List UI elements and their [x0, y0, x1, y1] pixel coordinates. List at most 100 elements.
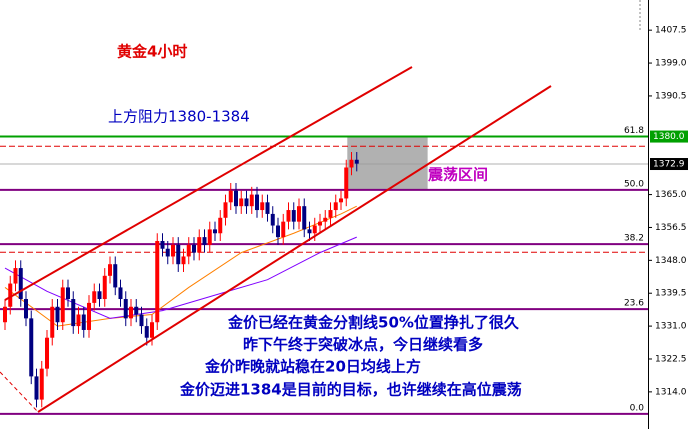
- candle-body: [197, 237, 202, 253]
- candle-body: [24, 299, 28, 319]
- fib-label: 61.8: [624, 126, 644, 136]
- y-tick-label: 1339.5: [655, 289, 687, 299]
- range-box: [347, 136, 428, 190]
- candle-body: [228, 190, 233, 203]
- candle-body: [155, 240, 160, 323]
- candle-body: [71, 299, 76, 327]
- annotation: 金价昨晚就站稳在20日均线上方: [204, 358, 421, 376]
- candle-body: [186, 244, 191, 257]
- candle-body: [255, 194, 259, 211]
- candle-body: [76, 314, 81, 327]
- candle-body: [108, 264, 112, 276]
- candle-body: [102, 275, 107, 300]
- candle-body: [307, 229, 312, 234]
- candle-body: [29, 318, 34, 377]
- candle-body: [270, 213, 275, 226]
- candle-body: [265, 202, 270, 214]
- candle-body: [234, 190, 238, 207]
- candle-body: [286, 210, 291, 222]
- candle-body: [92, 291, 97, 303]
- candle-body: [244, 198, 249, 207]
- candle-body: [276, 225, 280, 238]
- price-tag: [650, 130, 688, 143]
- candle-body: [339, 198, 343, 203]
- annotation: 震荡区间: [428, 166, 488, 184]
- candle-body: [249, 194, 254, 207]
- candle-body: [87, 302, 91, 330]
- fib-label: 23.6: [624, 299, 644, 309]
- annotation: 金价已经在黄金分割线50%位置挣扎了很久: [227, 314, 520, 332]
- channel-lower: [37, 85, 552, 413]
- y-tick-label: 1399.0: [655, 59, 687, 69]
- annotation: 上方阻力1380-1384: [108, 108, 250, 126]
- candle-body: [165, 248, 170, 257]
- candle-body: [150, 322, 154, 338]
- candle-body: [113, 264, 118, 288]
- price-tag: [650, 158, 688, 171]
- candle-body: [192, 244, 196, 253]
- candle-body: [213, 229, 217, 234]
- chart-title: 黄金4小时: [117, 43, 187, 61]
- candle-body: [318, 221, 322, 226]
- fib-label: 38.2: [624, 234, 644, 244]
- candle-body: [176, 244, 181, 265]
- candle-body: [260, 202, 265, 211]
- candle-body: [281, 221, 286, 238]
- plot-area: [0, 0, 648, 429]
- candle-body: [50, 306, 55, 338]
- candle-body: [328, 210, 333, 218]
- candle-body: [34, 376, 39, 400]
- y-tick-label: 1331.0: [655, 322, 687, 332]
- candle-body: [302, 206, 307, 230]
- candle-body: [144, 326, 149, 338]
- candle-body: [239, 198, 244, 207]
- candle-body: [291, 210, 296, 222]
- candle-body: [333, 202, 338, 211]
- candle-body: [60, 287, 65, 323]
- candle-body: [118, 287, 123, 300]
- candle-body: [123, 299, 128, 319]
- candle-body: [8, 283, 13, 307]
- candle-body: [323, 217, 328, 222]
- annotation: 金价迈进1384是目前的目标，也许继续在高位震荡: [179, 381, 522, 399]
- moving-average: [4, 236, 357, 319]
- fib-label: 50.0: [624, 179, 644, 189]
- candle-body: [349, 159, 354, 168]
- candle-body: [354, 159, 359, 164]
- price-tag-label: 1380.0: [653, 132, 685, 142]
- candle-body: [297, 206, 301, 222]
- channel-extension: [0, 371, 39, 413]
- candle-body: [160, 240, 165, 249]
- candle-body: [81, 314, 86, 330]
- candle-body: [223, 202, 228, 218]
- annotation: 昨下午终于突破冰点，今日继续看多: [243, 336, 483, 354]
- candle-body: [3, 306, 7, 323]
- y-tick-label: 1322.5: [655, 354, 687, 364]
- candle-body: [139, 314, 144, 327]
- candle-body: [18, 268, 23, 300]
- candle-body: [134, 306, 139, 315]
- candle-body: [181, 256, 186, 265]
- candle-body: [39, 368, 44, 400]
- candle-body: [218, 217, 223, 234]
- y-tick-label: 1407.5: [655, 26, 687, 36]
- y-tick-label: 1356.5: [655, 223, 687, 233]
- channel-upper: [4, 66, 413, 301]
- y-tick-label: 1365.0: [655, 190, 687, 200]
- y-tick-label: 1348.0: [655, 256, 687, 266]
- candle-body: [129, 306, 133, 319]
- candle-body: [55, 306, 60, 323]
- candle-body: [202, 237, 207, 245]
- price-tag-label: 1372.9: [653, 160, 685, 170]
- candle-body: [171, 244, 175, 257]
- candle-body: [344, 167, 349, 199]
- candle-body: [66, 287, 70, 300]
- candle-body: [13, 268, 18, 284]
- fib-label: 0.0: [630, 403, 645, 413]
- candle-body: [207, 229, 212, 245]
- candle-body: [97, 291, 102, 300]
- candle-body: [312, 225, 317, 234]
- y-tick-label: 1390.5: [655, 91, 687, 101]
